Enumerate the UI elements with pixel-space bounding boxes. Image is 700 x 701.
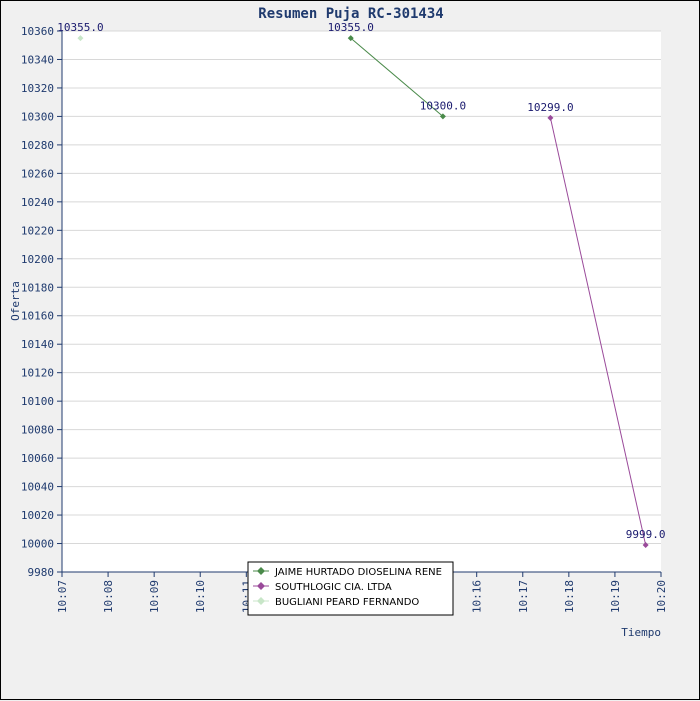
x-tick-label: 10:20 <box>655 580 668 613</box>
x-tick-label: 10:17 <box>517 580 530 613</box>
data-labels: 10355.0 10300.0 10299.0 9999.0 10355.0 <box>57 21 665 541</box>
plot-area <box>62 31 661 572</box>
series-layer <box>77 35 649 548</box>
y-axis-title: Oferta <box>9 281 22 321</box>
legend-marker <box>257 582 265 590</box>
legend-marker <box>257 567 265 575</box>
legend-box <box>247 561 454 616</box>
y-tick-label: 10180 <box>21 281 54 294</box>
y-tick-label: 10220 <box>21 224 54 237</box>
data-point <box>347 35 354 42</box>
y-tick-label: 10040 <box>21 481 54 494</box>
x-tick-label: 10:19 <box>609 580 622 613</box>
legend-label: SOUTHLOGIC CIA. LTDA <box>275 582 392 593</box>
legend-marker <box>257 597 265 605</box>
chart-title: Resumen Puja RC-301434 <box>258 6 443 22</box>
y-tick-label: 10020 <box>21 509 54 522</box>
x-tick-label: 10:09 <box>148 580 161 613</box>
data-label: 10299.0 <box>527 101 573 114</box>
x-tick-label: 10:10 <box>194 580 207 613</box>
y-tick-label: 10080 <box>21 424 54 437</box>
y-tick-label: 10240 <box>21 196 54 209</box>
y-tick-label: 10200 <box>21 253 54 266</box>
y-tick-label: 10060 <box>21 452 54 465</box>
x-tick-label: 10:18 <box>563 580 576 613</box>
data-point <box>547 114 554 121</box>
data-label: 10300.0 <box>420 99 466 112</box>
data-point <box>642 541 649 548</box>
y-tick-label: 9980 <box>28 566 55 579</box>
y-tick-label: 10300 <box>21 110 54 123</box>
grid <box>62 30 661 573</box>
data-point <box>77 35 84 42</box>
y-tick-label: 10140 <box>21 338 54 351</box>
y-tick-label: 10260 <box>21 167 54 180</box>
y-tick-label: 10280 <box>21 139 54 152</box>
y-tick-label: 10360 <box>21 25 54 38</box>
legend-label: JAIME HURTADO DIOSELINA RENE <box>274 567 442 578</box>
legend: JAIME HURTADO DIOSELINA RENE SOUTHLOGIC C… <box>247 561 454 616</box>
series-line <box>549 117 647 546</box>
legend-label: BUGLIANI PEARD FERNANDO <box>275 597 419 608</box>
series-line <box>350 37 444 117</box>
x-axis-title: Tiempo <box>621 626 661 639</box>
data-label: 10355.0 <box>57 21 103 34</box>
y-tick-label: 10100 <box>21 395 54 408</box>
y-tick-label: 10000 <box>21 538 54 551</box>
x-tick-label: 10:16 <box>471 580 484 613</box>
x-tick-label: 10:08 <box>102 580 115 613</box>
data-point <box>439 113 446 120</box>
y-tick-label: 10320 <box>21 82 54 95</box>
data-label: 10355.0 <box>328 21 374 34</box>
x-tick-label: 10:07 <box>56 580 69 613</box>
y-tick-label: 10340 <box>21 53 54 66</box>
data-label: 9999.0 <box>626 528 666 541</box>
y-tick-label: 10160 <box>21 310 54 323</box>
y-tick-label: 10120 <box>21 367 54 380</box>
